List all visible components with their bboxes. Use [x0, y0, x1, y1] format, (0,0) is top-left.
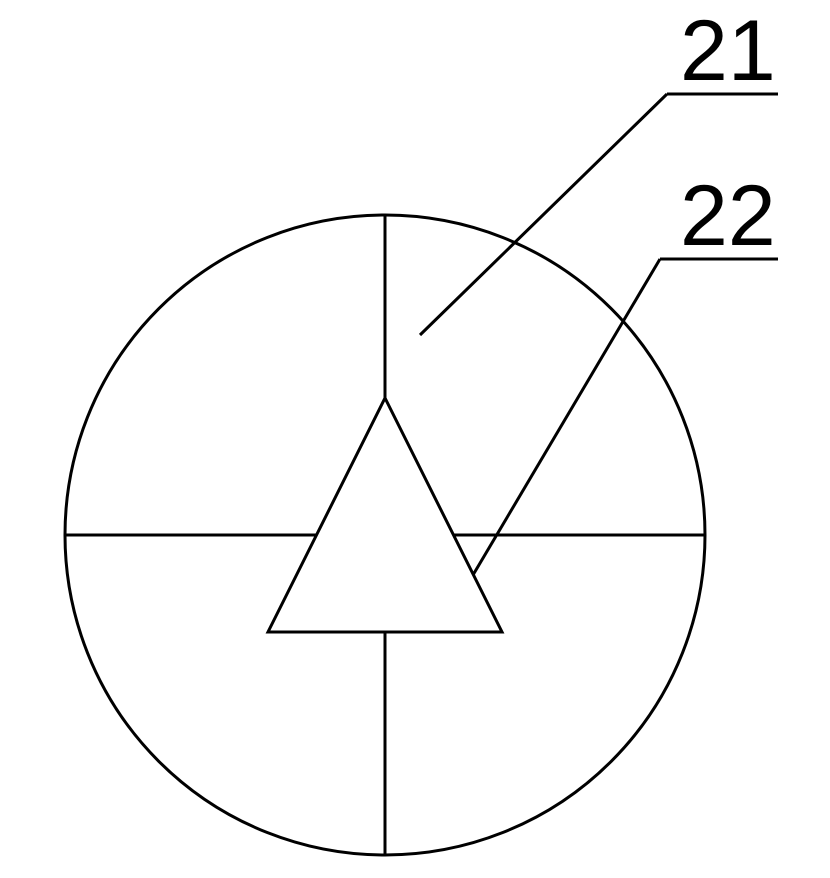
leader-line-21	[420, 94, 667, 335]
label-22: 22	[680, 168, 776, 264]
leader-line-22	[473, 259, 660, 575]
diagram-svg: 21 22	[0, 0, 830, 878]
label-21: 21	[680, 3, 776, 99]
center-triangle	[268, 398, 502, 632]
